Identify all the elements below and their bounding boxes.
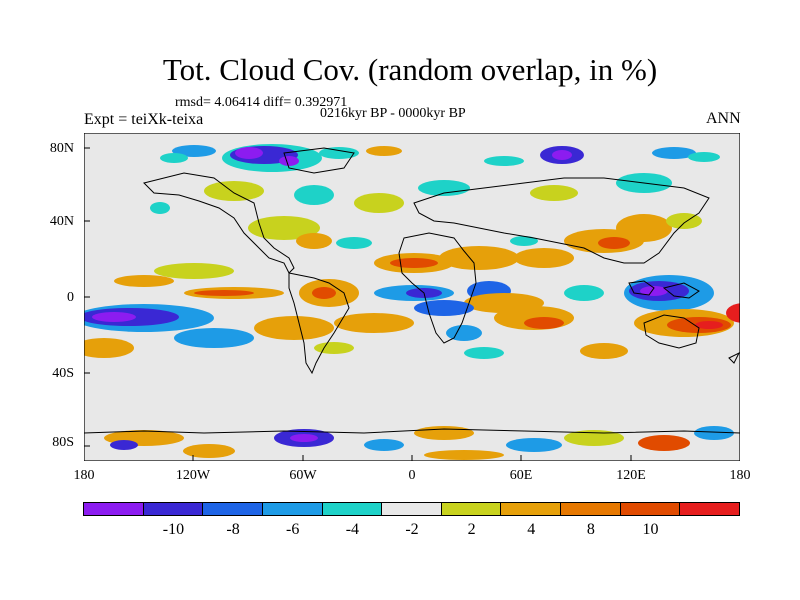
period-label: 0216kyr BP - 0000kyr BP xyxy=(320,106,466,121)
experiment-label: Expt = teiXk-teixa xyxy=(84,111,204,128)
colorbar-box xyxy=(440,502,502,516)
x-tick-label: 120W xyxy=(175,468,211,483)
season-label: ANN xyxy=(706,110,741,127)
y-tick-label: 80S xyxy=(52,435,74,450)
colorbar-label: 2 xyxy=(467,521,476,538)
colorbar-box xyxy=(261,502,323,516)
map-tick-marks xyxy=(84,147,632,461)
colorbar-box xyxy=(381,502,442,516)
x-tick-label: 120E xyxy=(616,468,646,483)
colorbar-label: -8 xyxy=(226,521,240,538)
map-plot xyxy=(84,133,740,461)
x-tick-label: 180 xyxy=(729,468,751,483)
colorbar-box xyxy=(83,502,144,516)
colorbar-label: -6 xyxy=(286,521,300,538)
colorbar-label: 10 xyxy=(642,521,659,538)
colorbar-box xyxy=(619,502,681,516)
colorbar-box xyxy=(679,502,741,516)
x-tick-label: 60E xyxy=(509,468,533,483)
coastlines xyxy=(84,147,740,434)
colorbar-box xyxy=(142,502,204,516)
y-tick-label: 40N xyxy=(49,214,74,229)
contour-fields xyxy=(84,144,740,460)
colorbar xyxy=(83,502,741,516)
colorbar-label: -2 xyxy=(405,521,419,538)
colorbar-box xyxy=(500,502,562,516)
colorbar-label: -4 xyxy=(345,521,360,538)
colorbar-label: 8 xyxy=(586,521,595,538)
x-tick-label: 180 xyxy=(73,468,95,483)
colorbar-label: 4 xyxy=(527,521,536,538)
x-tick-label: 0 xyxy=(408,468,416,483)
y-tick-label: 0 xyxy=(67,290,74,305)
x-tick-label: 60W xyxy=(289,468,317,483)
y-tick-label: 40S xyxy=(52,366,74,381)
colorbar-box xyxy=(321,502,383,516)
colorbar-box xyxy=(560,502,621,516)
colorbar-label: -10 xyxy=(162,521,185,538)
plot-title: Tot. Cloud Cov. (random overlap, in %) xyxy=(162,52,658,87)
stats-label: rmsd= 4.06414 diff= 0.392971 xyxy=(175,95,348,110)
colorbar-box xyxy=(202,502,263,516)
y-tick-label: 80N xyxy=(49,141,74,156)
